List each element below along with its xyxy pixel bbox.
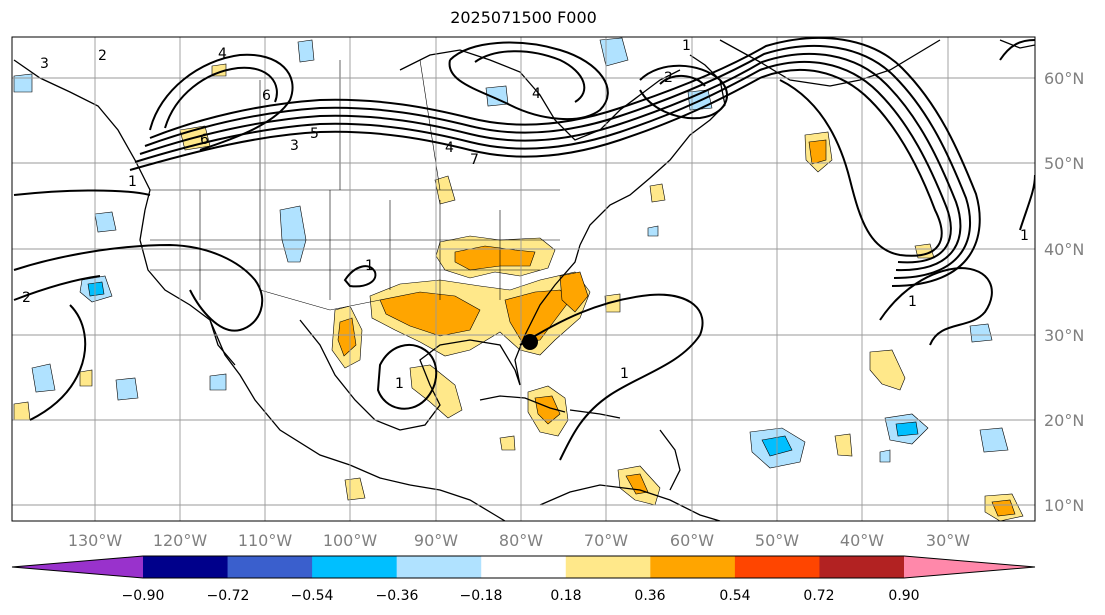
- contour-label: 2: [664, 70, 673, 86]
- lon-label: 120°W: [153, 531, 208, 550]
- colorbar-tick: 0.54: [719, 588, 750, 604]
- contour-labels: 1 1 1 1 1 1 1 2 2 3 3 4 4 5 6 6 7 4 2: [22, 38, 1029, 392]
- lon-label: 80°W: [499, 531, 543, 550]
- colorbar-tick: −0.90: [122, 588, 165, 604]
- contour-label: 1: [682, 38, 691, 54]
- colorbar-segment: [227, 556, 313, 578]
- coastlines: [13, 39, 1035, 521]
- contour-label: 3: [290, 138, 299, 154]
- colorbar-segment: [396, 556, 482, 578]
- contour-label: 4: [532, 86, 541, 102]
- colorbar-segment: [734, 556, 820, 578]
- lat-label: 40°N: [1044, 240, 1084, 259]
- colorbar-tick: −0.36: [376, 588, 419, 604]
- colorbar-extend-low: [12, 556, 143, 578]
- contour-label: 6: [200, 132, 209, 148]
- colorbar-segment: [565, 556, 651, 578]
- contour-label: 2: [98, 48, 107, 64]
- contour-label: 1: [1020, 228, 1029, 244]
- lat-label: 60°N: [1044, 69, 1084, 88]
- contour-label: 2: [22, 290, 31, 306]
- contour-label: 7: [470, 152, 479, 168]
- contour-label: 3: [40, 56, 49, 72]
- colorbar-tick-labels: −0.90 −0.72 −0.54 −0.36 −0.18 0.18 0.36 …: [122, 588, 920, 604]
- contour-label: 4: [218, 46, 227, 62]
- colorbar-tick: 0.36: [634, 588, 665, 604]
- lon-label: 70°W: [584, 531, 628, 550]
- lat-label: 10°N: [1044, 496, 1084, 515]
- map-title: 2025071500 F000: [450, 8, 597, 27]
- contour-label: 6: [262, 88, 271, 104]
- colorbar-tick: 0.18: [550, 588, 581, 604]
- colorbar-tick: −0.18: [460, 588, 503, 604]
- lon-label: 50°W: [755, 531, 799, 550]
- contour-label: 1: [128, 174, 137, 190]
- colorbar-segment: [819, 556, 905, 578]
- contour-label: 4: [445, 140, 454, 156]
- political-borders: [150, 59, 560, 311]
- colorbar-segment: [143, 556, 229, 578]
- latitude-labels: 10°N 20°N 30°N 40°N 50°N 60°N: [1044, 69, 1084, 515]
- graticule: [12, 37, 1035, 521]
- lon-label: 110°W: [238, 531, 293, 550]
- contour-label: 1: [395, 376, 404, 392]
- map-background: [12, 37, 1035, 521]
- negative-anomaly-shading: [13, 37, 1009, 469]
- colorbar-segment: [481, 556, 567, 578]
- lon-label: 40°W: [840, 531, 884, 550]
- colorbar-tick: −0.54: [291, 588, 334, 604]
- contour-lines: [13, 37, 1035, 461]
- colorbar-segment: [312, 556, 398, 578]
- lat-label: 30°N: [1044, 326, 1084, 345]
- contour-label: 5: [310, 126, 319, 142]
- lon-label: 130°W: [68, 531, 123, 550]
- colorbar: [11, 555, 1036, 579]
- lon-label: 100°W: [323, 531, 378, 550]
- lat-label: 20°N: [1044, 411, 1084, 430]
- colorbar-tick: 0.90: [888, 588, 919, 604]
- colorbar-tick: −0.72: [207, 588, 250, 604]
- colorbar-tick: 0.72: [803, 588, 834, 604]
- contour-label: 1: [908, 294, 917, 310]
- lon-label: 30°W: [926, 531, 970, 550]
- lon-label: 90°W: [414, 531, 458, 550]
- lat-label: 50°N: [1044, 154, 1084, 173]
- colorbar-outline: [11, 555, 1036, 579]
- lon-label: 60°W: [670, 531, 714, 550]
- longitude-labels: 130°W 120°W 110°W 100°W 90°W 80°W 70°W 6…: [68, 531, 970, 550]
- colorbar-segment: [650, 556, 736, 578]
- contour-label: 1: [620, 366, 629, 382]
- storm-center-dot: [522, 334, 538, 350]
- map-frame: [11, 36, 1036, 522]
- colorbar-extend-high: [904, 556, 1035, 578]
- contour-label: 1: [365, 258, 374, 274]
